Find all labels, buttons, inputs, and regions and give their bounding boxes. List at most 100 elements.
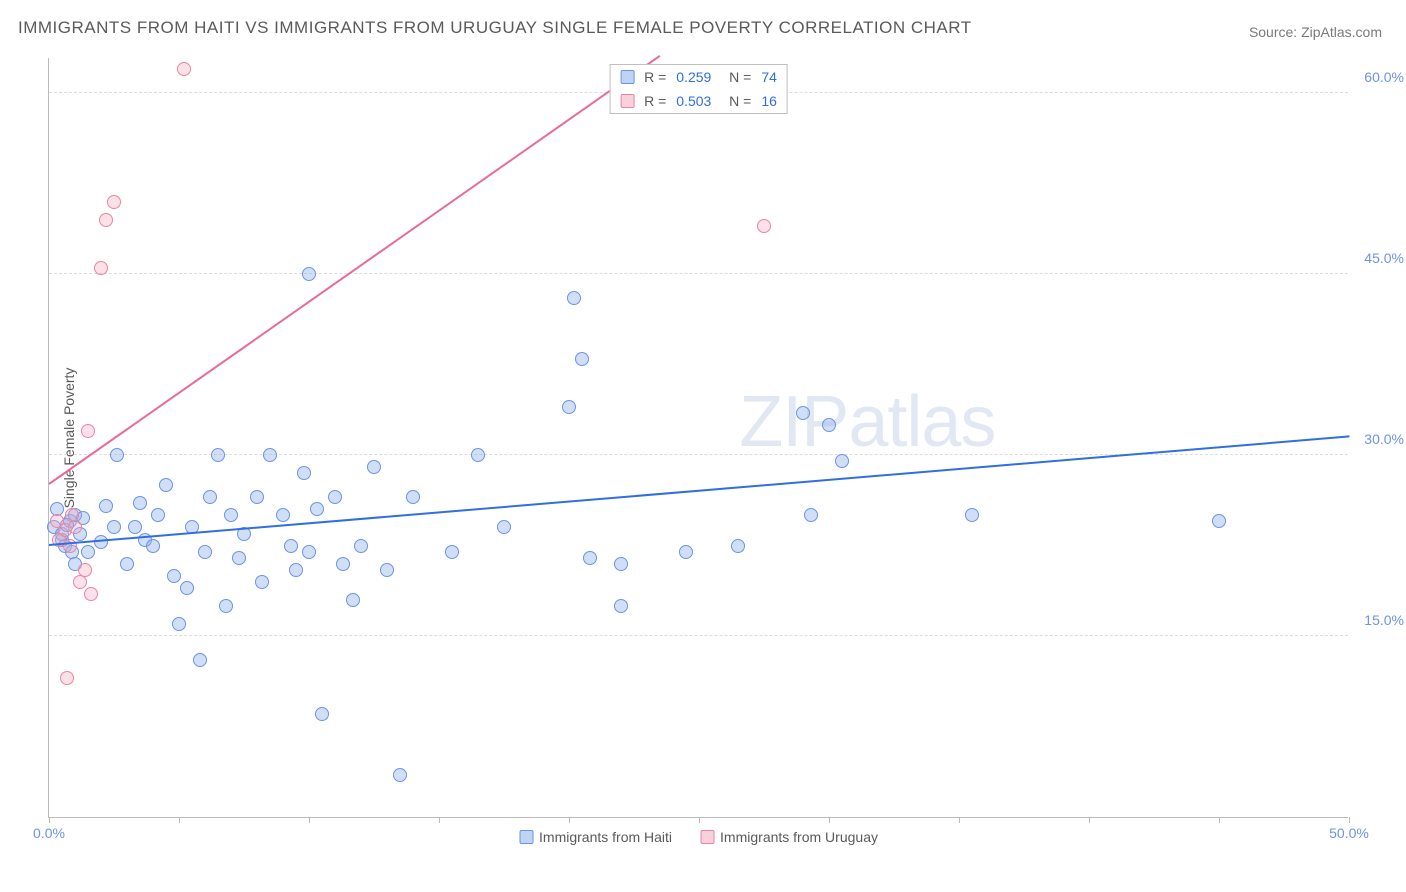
- correlation-legend: R =0.259 N =74 R =0.503 N =16: [609, 64, 788, 114]
- x-tick: [309, 817, 310, 823]
- scatter-point: [583, 551, 597, 565]
- x-tick: [959, 817, 960, 823]
- scatter-point: [73, 575, 87, 589]
- scatter-point: [1212, 514, 1226, 528]
- scatter-point: [336, 557, 350, 571]
- legend-item-uruguay: Immigrants from Uruguay: [700, 829, 878, 845]
- scatter-point: [159, 478, 173, 492]
- scatter-point: [679, 545, 693, 559]
- scatter-point: [380, 563, 394, 577]
- scatter-point: [804, 508, 818, 522]
- scatter-point: [757, 219, 771, 233]
- scatter-point: [81, 545, 95, 559]
- x-tick: [829, 817, 830, 823]
- scatter-point: [575, 352, 589, 366]
- chart-title: IMMIGRANTS FROM HAITI VS IMMIGRANTS FROM…: [18, 18, 972, 38]
- x-tick: [1219, 817, 1220, 823]
- scatter-point: [796, 406, 810, 420]
- scatter-point: [151, 508, 165, 522]
- scatter-point: [289, 563, 303, 577]
- scatter-point: [406, 490, 420, 504]
- scatter-point: [167, 569, 181, 583]
- scatter-point: [393, 768, 407, 782]
- square-swatch-icon: [700, 830, 714, 844]
- x-tick-label: 50.0%: [1329, 825, 1369, 841]
- scatter-point: [567, 291, 581, 305]
- scatter-point: [146, 539, 160, 553]
- square-swatch-icon: [620, 70, 634, 84]
- scatter-point: [180, 581, 194, 595]
- series-legend: Immigrants from Haiti Immigrants from Ur…: [519, 829, 878, 845]
- scatter-point: [297, 466, 311, 480]
- scatter-point: [60, 671, 74, 685]
- scatter-point: [822, 418, 836, 432]
- y-tick-label: 60.0%: [1364, 69, 1404, 85]
- x-tick: [1089, 817, 1090, 823]
- scatter-point: [203, 490, 217, 504]
- scatter-point: [110, 448, 124, 462]
- scatter-point: [232, 551, 246, 565]
- legend-row-uruguay: R =0.503 N =16: [610, 89, 787, 113]
- square-swatch-icon: [620, 94, 634, 108]
- scatter-point: [614, 557, 628, 571]
- scatter-point: [68, 520, 82, 534]
- scatter-point: [328, 490, 342, 504]
- scatter-point: [84, 587, 98, 601]
- scatter-point: [219, 599, 233, 613]
- trend-line: [49, 435, 1349, 546]
- scatter-point: [224, 508, 238, 522]
- watermark: ZIPatlas: [739, 381, 995, 463]
- y-tick-label: 30.0%: [1364, 431, 1404, 447]
- scatter-point: [81, 424, 95, 438]
- scatter-point: [315, 707, 329, 721]
- grid-line: [49, 635, 1348, 636]
- x-tick: [1349, 817, 1350, 823]
- scatter-point: [471, 448, 485, 462]
- scatter-point: [367, 460, 381, 474]
- scatter-point: [445, 545, 459, 559]
- scatter-point: [193, 653, 207, 667]
- scatter-point: [302, 545, 316, 559]
- scatter-point: [172, 617, 186, 631]
- scatter-chart: Single Female Poverty ZIPatlas 15.0%30.0…: [48, 58, 1348, 818]
- scatter-point: [250, 490, 264, 504]
- grid-line: [49, 454, 1348, 455]
- square-swatch-icon: [519, 830, 533, 844]
- scatter-point: [63, 539, 77, 553]
- x-tick: [699, 817, 700, 823]
- legend-row-haiti: R =0.259 N =74: [610, 65, 787, 89]
- scatter-point: [99, 213, 113, 227]
- scatter-point: [107, 195, 121, 209]
- x-tick: [439, 817, 440, 823]
- scatter-point: [614, 599, 628, 613]
- y-axis-label: Single Female Poverty: [61, 367, 77, 508]
- scatter-point: [107, 520, 121, 534]
- scatter-point: [276, 508, 290, 522]
- scatter-point: [94, 261, 108, 275]
- scatter-point: [133, 496, 147, 510]
- scatter-point: [302, 267, 316, 281]
- x-tick: [569, 817, 570, 823]
- y-tick-label: 15.0%: [1364, 612, 1404, 628]
- scatter-point: [99, 499, 113, 513]
- scatter-point: [198, 545, 212, 559]
- scatter-point: [835, 454, 849, 468]
- scatter-point: [354, 539, 368, 553]
- scatter-point: [562, 400, 576, 414]
- trend-line: [48, 55, 660, 485]
- x-tick: [179, 817, 180, 823]
- scatter-point: [263, 448, 277, 462]
- x-tick-label: 0.0%: [33, 825, 65, 841]
- scatter-point: [310, 502, 324, 516]
- scatter-point: [497, 520, 511, 534]
- scatter-point: [346, 593, 360, 607]
- source-attribution: Source: ZipAtlas.com: [1249, 24, 1382, 40]
- x-tick: [49, 817, 50, 823]
- scatter-point: [177, 62, 191, 76]
- scatter-point: [128, 520, 142, 534]
- y-tick-label: 45.0%: [1364, 250, 1404, 266]
- scatter-point: [78, 563, 92, 577]
- legend-item-haiti: Immigrants from Haiti: [519, 829, 672, 845]
- scatter-point: [120, 557, 134, 571]
- scatter-point: [965, 508, 979, 522]
